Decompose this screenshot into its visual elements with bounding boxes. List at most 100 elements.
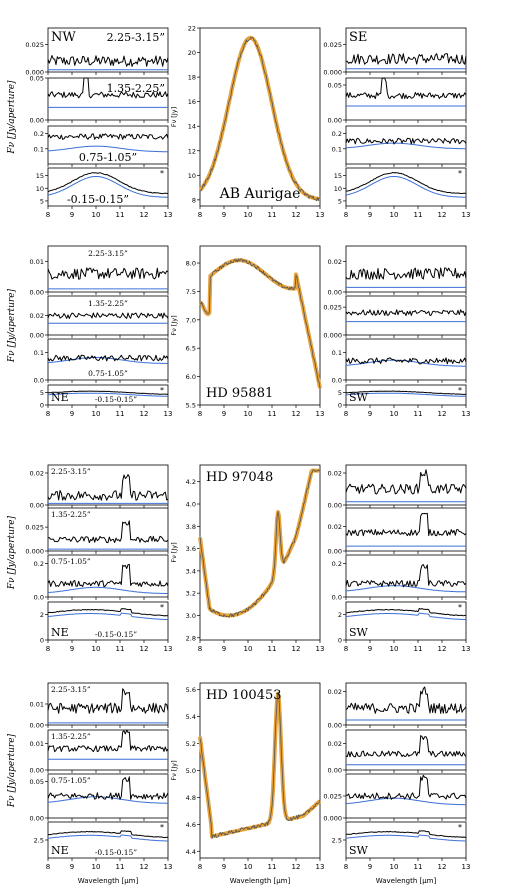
y-tick-label: 10: [188, 172, 196, 180]
y-tick-label: 0.000: [25, 548, 44, 556]
x-tick-label: 13: [462, 863, 471, 871]
center-y-axis-label: Fν [Jy]: [170, 107, 178, 127]
right-panel: 0 2 8 9 10 11 12 13 SW *: [338, 601, 470, 653]
data-line: [345, 77, 467, 100]
data-line: [345, 267, 467, 280]
right-panel: 0.0 0.2: [332, 554, 467, 602]
y-tick-label: 5: [40, 389, 44, 397]
left-y-axis-label: Fν [Jy/aperture]: [7, 515, 17, 590]
block-1: 0.000.012.25-3.15”0.000.021.35-2.25”0.00…: [7, 245, 471, 418]
y-tick-label: 2.5: [34, 837, 44, 845]
panel-radius-label: 2.25-3.15”: [107, 31, 165, 44]
x-tick-label: 10: [92, 645, 101, 653]
axes-frame: [47, 384, 169, 406]
spectrum-line: [199, 37, 321, 202]
fit-band: [198, 468, 322, 618]
y-tick-label: 0.00: [30, 117, 44, 125]
data-line: [47, 729, 169, 753]
y-tick-label: 0.025: [323, 793, 342, 801]
axes-frame: [345, 464, 467, 506]
left-y-axis-label: Fν [Jy/aperture]: [7, 288, 17, 363]
y-tick-label: 3.6: [186, 545, 196, 553]
y-tick-label: 2.5: [332, 837, 342, 845]
y-tick-label: 0.000: [323, 69, 342, 77]
axes-frame: [345, 125, 467, 165]
axes-frame: [47, 507, 169, 552]
data-line: [47, 267, 169, 280]
x-tick-label: 8: [46, 645, 50, 653]
y-tick-label: 0: [338, 402, 342, 410]
left-panel: 0.0 0.1 0.75-1.05”: [34, 338, 169, 385]
x-tick-label: 11: [268, 645, 277, 653]
y-tick-label: 0: [40, 637, 44, 645]
y-tick-label: 12: [188, 147, 196, 155]
y-tick-label: 0.05: [30, 778, 44, 786]
data-line: [345, 608, 467, 617]
axes-frame: [47, 601, 169, 641]
y-tick-label: 2.8: [186, 634, 196, 642]
y-tick-label: 5: [40, 197, 44, 205]
x-tick-label: 11: [414, 211, 423, 219]
x-tick-label: 8: [344, 211, 348, 219]
panel-direction-label: NE: [51, 626, 69, 639]
axes-frame: [345, 77, 467, 121]
center-y-axis-label: Fν [Jy]: [170, 542, 178, 562]
x-tick-label: 9: [368, 645, 372, 653]
x-tick-label: 13: [164, 645, 173, 653]
x-tick-label: 9: [222, 410, 226, 418]
x-tick-label: 9: [368, 211, 372, 219]
model-line: [47, 586, 168, 594]
axes-frame: [47, 27, 169, 73]
spectrum-line: [199, 692, 321, 839]
data-line: [47, 830, 169, 839]
panel-radius-label: 0.75-1.05”: [51, 776, 91, 785]
y-tick-label: 3.0: [186, 612, 196, 620]
x-tick-label: 12: [140, 863, 149, 871]
panel-direction-label: NE: [51, 391, 69, 404]
model-line: [47, 145, 168, 153]
x-tick-label: 8: [198, 211, 202, 219]
x-tick-label: 10: [244, 863, 253, 871]
axes-frame: [47, 125, 169, 165]
panel-radius-label: 2.25-3.15”: [51, 467, 91, 476]
x-tick-label: 10: [244, 410, 253, 418]
left-panel: 2.5 8 9 10 11 12 13 NE -0.15-0.15” *: [34, 821, 172, 871]
axes-frame: [345, 295, 467, 336]
panel-radius-label: 1.35-2.25”: [51, 732, 91, 741]
data-line: [47, 688, 169, 714]
x-tick-label: 8: [46, 211, 50, 219]
x-tick-label: 10: [390, 410, 399, 418]
axes-frame: [199, 682, 321, 859]
right-panel: 0 5 8 9 10 11 12 13 SW *: [338, 384, 471, 418]
data-line: [345, 686, 467, 714]
data-line: [47, 77, 169, 99]
y-tick-label: 0: [338, 637, 342, 645]
x-tick-label: 10: [92, 211, 101, 219]
model-line: [345, 585, 466, 593]
y-tick-label: 0.00: [30, 289, 44, 297]
right-panel: 0.00 0.02: [328, 682, 467, 730]
x-tick-label: 11: [116, 645, 125, 653]
axes-frame: [199, 464, 321, 641]
axes-frame: [345, 507, 467, 552]
model-line: [345, 176, 466, 198]
spectrum-line: [199, 258, 321, 389]
x-tick-label: 12: [140, 410, 149, 418]
left-panel: 0.000 0.025 NW 2.25-3.15”: [25, 27, 169, 77]
right-panel: 2.5 8 9 10 11 12 13 SW *: [332, 821, 471, 871]
y-tick-label: 0.2: [332, 130, 342, 138]
left-panel: 0.0 0.2 0.75-1.05”: [34, 554, 169, 602]
x-tick-label: 10: [244, 645, 253, 653]
axes-frame: [199, 245, 321, 406]
x-tick-label: 10: [92, 863, 101, 871]
x-tick-label: 13: [164, 211, 173, 219]
axes-frame: [345, 384, 467, 406]
x-tick-label: 13: [316, 863, 325, 871]
x-tick-label: 9: [222, 863, 226, 871]
panel-radius-label: 1.35-2.25”: [88, 299, 128, 308]
x-tick-label: 13: [462, 410, 471, 418]
data-line: [47, 390, 169, 395]
center-panel: 5.5 6.0 6.5 7.0 7.5 8.0 8 9 10 11 12 13 HD 95881 Fν […: [170, 245, 324, 418]
y-tick-label: 0.02: [328, 470, 342, 478]
y-tick-label: 7.5: [186, 288, 196, 296]
